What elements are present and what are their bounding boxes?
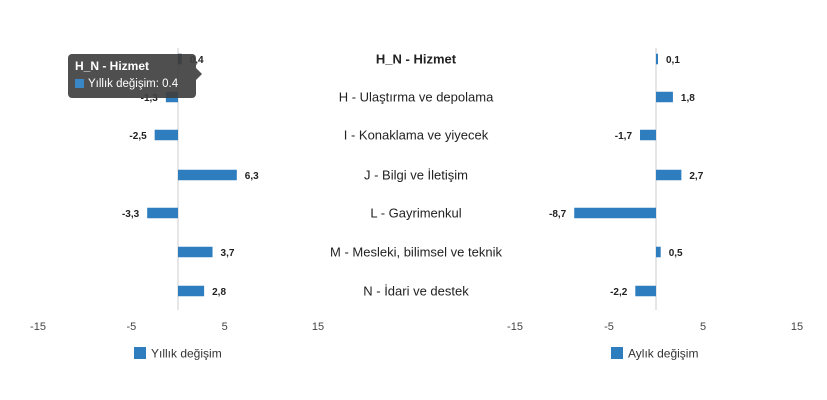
- bar[interactable]: [656, 169, 682, 181]
- bar[interactable]: [656, 91, 673, 103]
- bar[interactable]: [574, 207, 656, 219]
- category-label: H - Ulaştırma ve depolama: [339, 90, 494, 105]
- bar-value-label: 0,1: [666, 55, 680, 66]
- tooltip-text: Yıllık değişim: 0.4: [88, 78, 179, 90]
- bar[interactable]: [147, 207, 178, 219]
- x-tick-label: 5: [700, 321, 706, 333]
- category-label: J - Bilgi ve İletişim: [364, 168, 468, 183]
- bar[interactable]: [154, 129, 178, 141]
- bar-value-label: -8,7: [549, 209, 567, 220]
- x-tick-label: -5: [604, 321, 614, 333]
- category-label: I - Konaklama ve yiyecek: [344, 128, 489, 143]
- bar-value-label: -1,7: [615, 131, 633, 142]
- bar[interactable]: [640, 129, 656, 141]
- bar[interactable]: [178, 169, 237, 181]
- bar-value-label: 1,8: [681, 93, 695, 104]
- x-tick-label: -5: [126, 321, 136, 333]
- monthly-change-chart: -15 -5 5 15 0,1 1,8 -1,7 2,7 -8,7 0,5 -2,2 Aylık de…: [507, 48, 803, 361]
- bar-value-label: 0,4: [190, 55, 204, 66]
- bar-value-label: -1,3: [141, 93, 159, 104]
- x-tick-label: -15: [30, 321, 46, 333]
- bar-value-label: 3,7: [221, 248, 235, 259]
- bar-value-label: 0,5: [669, 248, 683, 259]
- tooltip-title: H_N - Hizmet: [75, 59, 150, 73]
- category-label: L - Gayrimenkul: [370, 206, 461, 221]
- x-tick-label: 15: [312, 321, 324, 333]
- bar[interactable]: [178, 246, 213, 258]
- category-label: M - Mesleki, bilimsel ve teknik: [330, 245, 502, 260]
- tooltip-swatch: [75, 79, 84, 88]
- category-label: H_N - Hizmet: [376, 52, 457, 67]
- x-tick-label: 5: [222, 321, 228, 333]
- legend-swatch[interactable]: [611, 347, 623, 359]
- bar-value-label: -3,3: [122, 209, 140, 220]
- bar-value-label: 2,7: [689, 171, 703, 182]
- bar-value-label: 6,3: [245, 171, 259, 182]
- bar-value-label: 2,8: [212, 287, 226, 298]
- bar-value-label: -2,5: [129, 131, 147, 142]
- category-label: N - İdari ve destek: [363, 284, 469, 299]
- bar[interactable]: [656, 53, 658, 65]
- bar[interactable]: [635, 285, 656, 297]
- chart-tooltip: H_N - Hizmet Yıllık değişim: 0.4: [68, 54, 202, 98]
- legend-swatch[interactable]: [134, 347, 146, 359]
- legend-label[interactable]: Yıllık değişim: [151, 347, 222, 361]
- bar[interactable]: [178, 285, 205, 297]
- legend-label[interactable]: Aylık değişim: [628, 347, 698, 361]
- category-labels: H_N - Hizmet H - Ulaştırma ve depolama I -…: [330, 52, 502, 299]
- bar-value-label: -2,2: [610, 287, 628, 298]
- x-tick-label: 15: [791, 321, 803, 333]
- x-tick-label: -15: [507, 321, 523, 333]
- bar[interactable]: [656, 246, 661, 258]
- tooltip-row: Yıllık değişim: 0.4: [75, 77, 189, 92]
